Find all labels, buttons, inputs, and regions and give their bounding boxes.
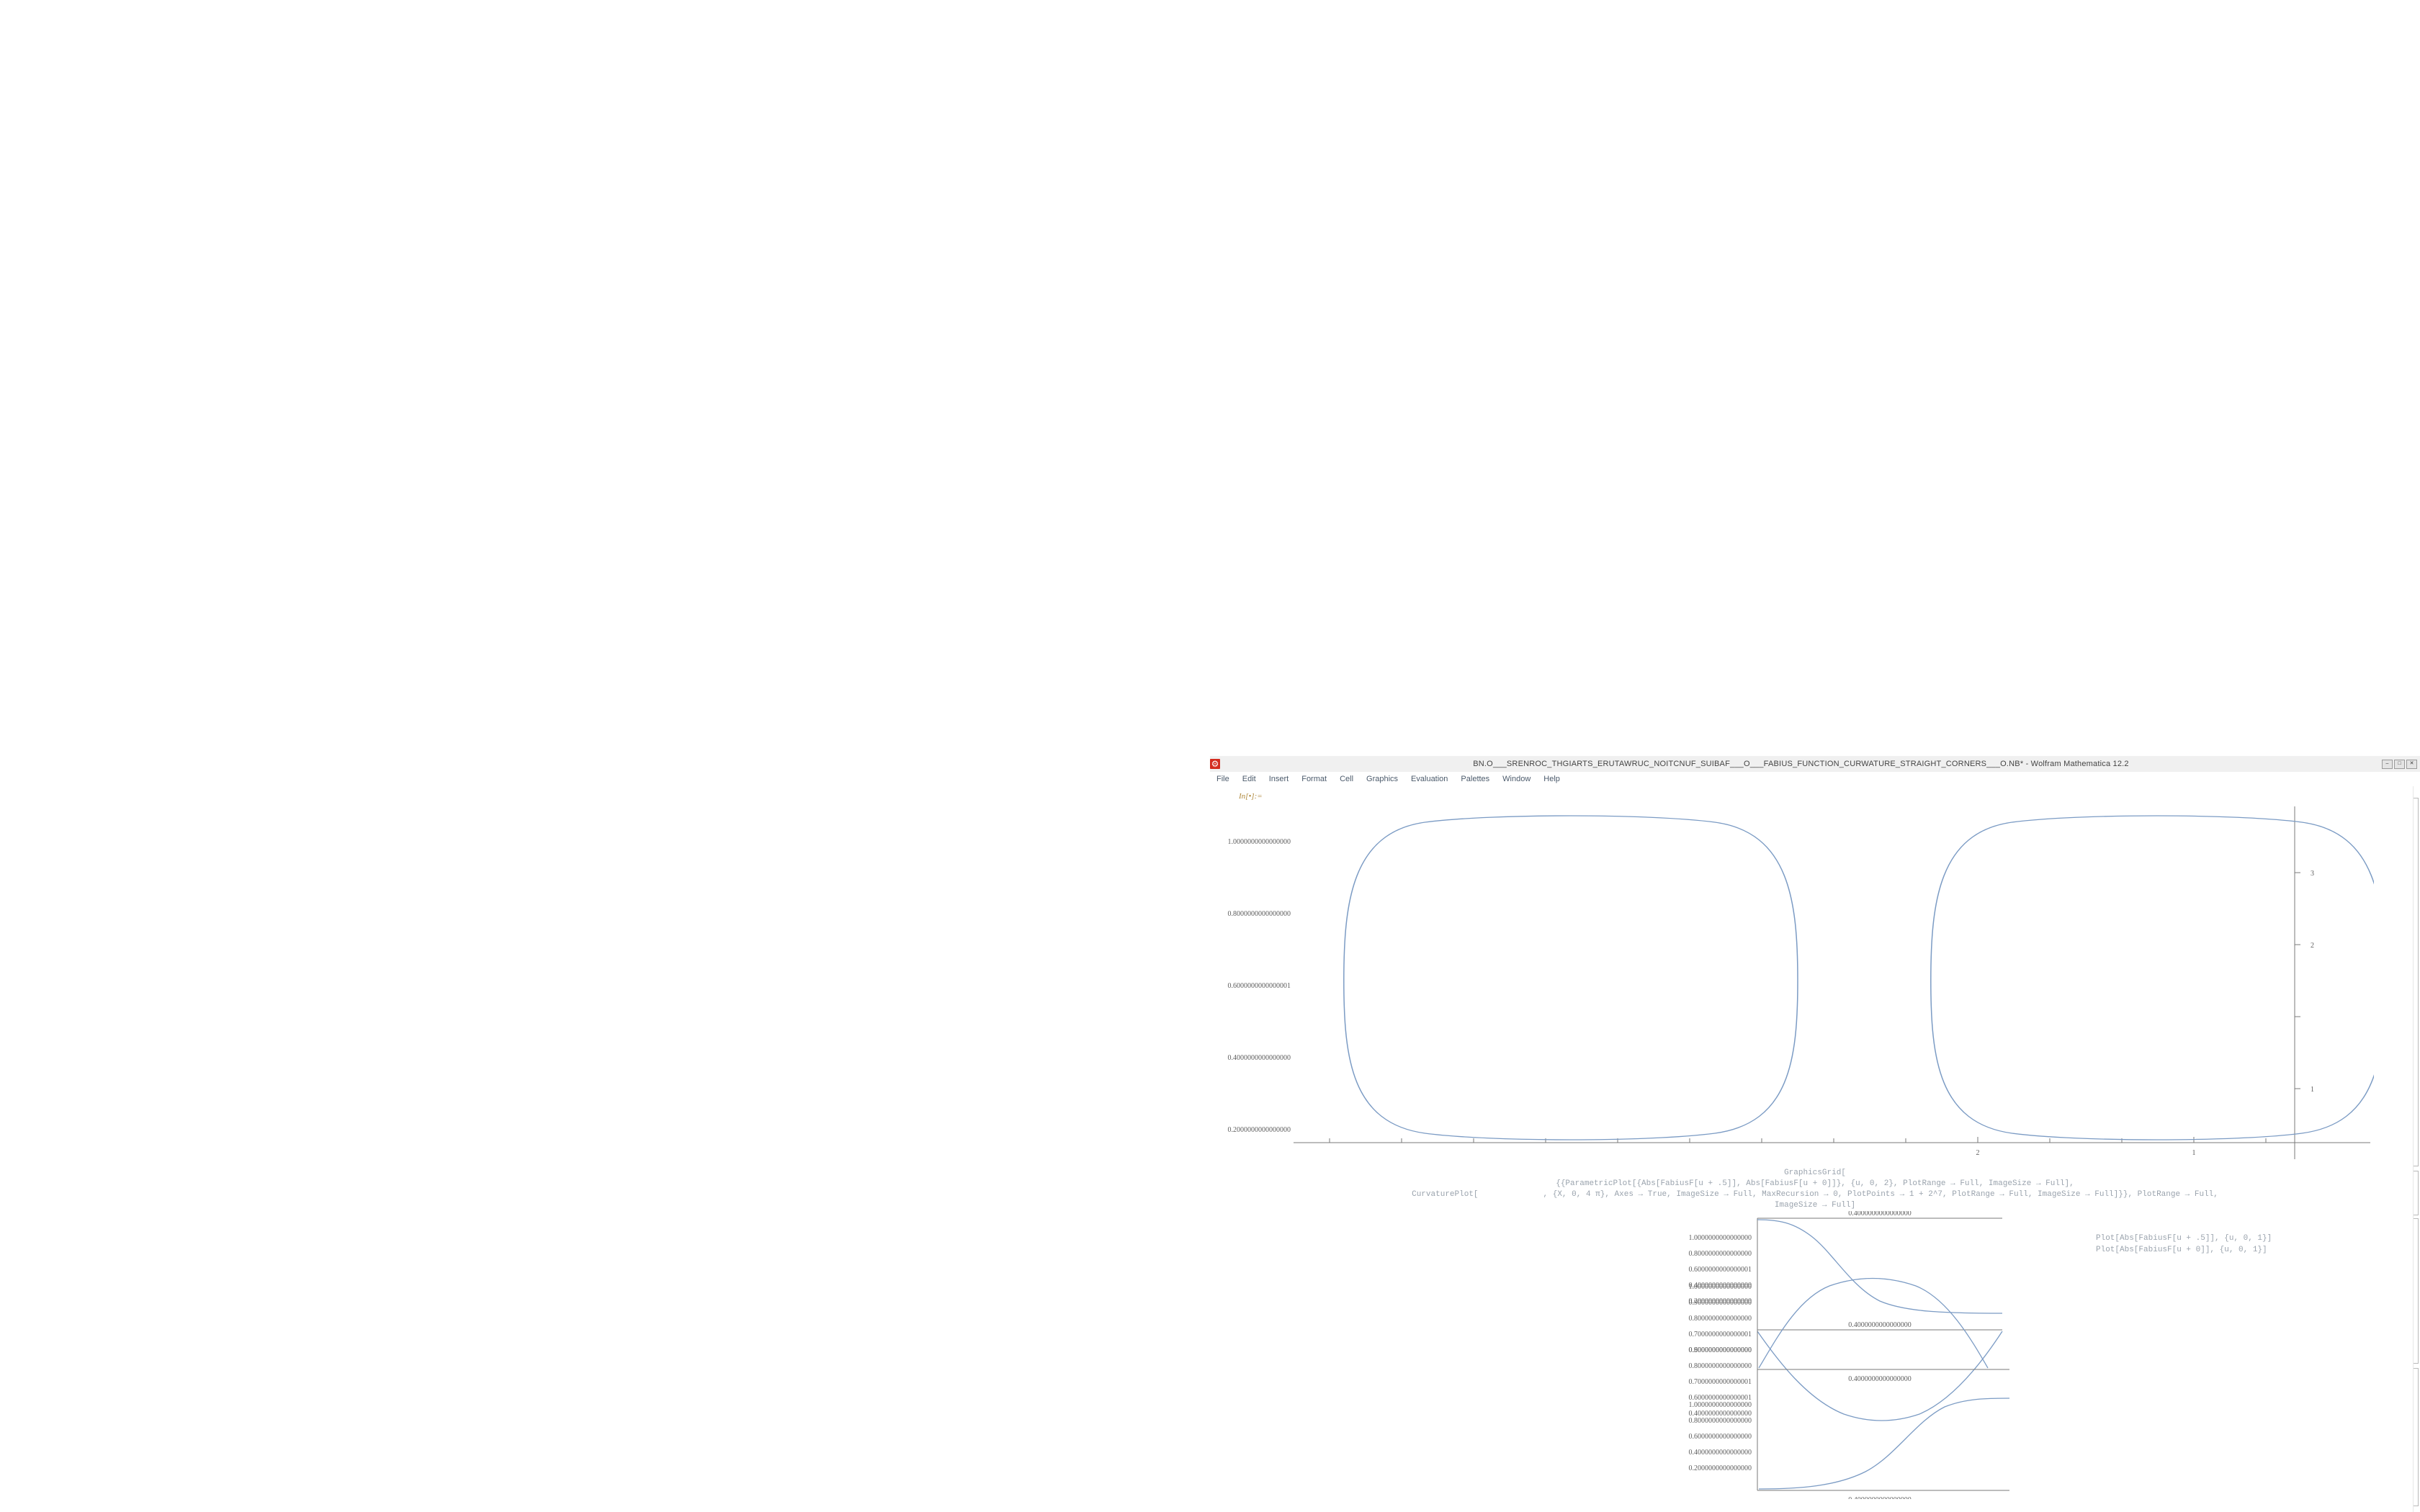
b1-ytick-3: 0.8000000000000000 — [1689, 1315, 1752, 1323]
a2-ytick-2: 0.8000000000000000 — [1689, 1362, 1752, 1370]
code-parametricplot: {{ParametricPlot[{Abs[FabiusF[u + .5]], … — [1556, 1179, 2074, 1188]
maximize-button[interactable]: □ — [2394, 759, 2405, 769]
a1-ytick-2: 0.8000000000000000 — [1689, 1250, 1752, 1258]
window-title: BN.O___SRENROC_THGIARTS_ERUTAWRUC_NOITCN… — [1473, 760, 2129, 768]
close-button[interactable]: ✕ — [2406, 759, 2417, 769]
left-label-3: 0.6000000000000001 — [1228, 982, 1291, 990]
parametric-plot-svg: 1 2 3 2 1 1.0000000000000000 0.800000000… — [1228, 806, 2385, 1159]
left-label-2: 0.8000000000000000 — [1228, 910, 1291, 918]
small-plot-group-b[interactable]: 1.0000000000000000 0.9000000000000000 0.… — [1541, 1261, 2089, 1504]
a2-ytick-4: 0.6000000000000001 — [1689, 1394, 1752, 1402]
b1-ytick-5: 0.6000000000000000 — [1689, 1346, 1752, 1354]
plot-fabius-increasing: 1.0000000000000000 0.8000000000000000 0.… — [1689, 1398, 2010, 1504]
cell-bracket-3[interactable] — [2414, 1218, 2419, 1364]
small-plots-a-svg: 1.0000000000000000 0.8000000000000000 0.… — [1689, 1210, 2003, 1421]
code-imagesize: ImageSize → Full] — [1774, 1201, 1856, 1210]
input-prompt-label: In[•]:= — [1239, 792, 1263, 801]
code-graphicsgrid: GraphicsGrid[ — [1784, 1169, 1846, 1177]
left-label-1: 1.0000000000000000 — [1228, 838, 1291, 846]
a1-xtick: 0.4000000000000000 — [1848, 1211, 1912, 1218]
fabius-loop-right — [1930, 815, 2385, 1140]
menu-palettes[interactable]: Palettes — [1461, 775, 1490, 783]
left-label-4: 0.4000000000000000 — [1228, 1054, 1291, 1062]
a1-ytick-3: 0.6000000000000001 — [1689, 1266, 1752, 1274]
menubar[interactable]: File Edit Insert Format Cell Graphics Ev… — [1210, 772, 2420, 787]
menu-insert[interactable]: Insert — [1268, 775, 1289, 783]
small-plot-group-a[interactable]: 1.0000000000000000 0.8000000000000000 0.… — [1541, 1210, 2089, 1427]
x-axis-ticks — [1329, 1137, 2267, 1143]
menu-window[interactable]: Window — [1502, 775, 1531, 783]
cell-bracket-1[interactable] — [2414, 798, 2419, 1166]
window-titlebar: BN.O___SRENROC_THGIARTS_ERUTAWRUC_NOITCN… — [1210, 756, 2420, 773]
b2-ytick-3: 0.6000000000000000 — [1689, 1433, 1752, 1441]
b2-ytick-5: 0.2000000000000000 — [1689, 1464, 1752, 1472]
parametric-plot-output[interactable]: 1 2 3 2 1 1.0000000000000000 0.800000000… — [1222, 801, 2385, 1161]
notebook-cell-rail[interactable] — [2413, 786, 2420, 1512]
menu-format[interactable]: Format — [1301, 775, 1327, 783]
code-curvatureplot-prefix: CurvaturePlot[ — [1412, 1190, 1479, 1199]
small-plot-code-a[interactable]: Plot[Abs[FabiusF[u + .5]], {u, 0, 1}] Pl… — [2096, 1233, 2272, 1256]
menu-cell[interactable]: Cell — [1340, 775, 1354, 783]
b2-ytick-2: 0.8000000000000000 — [1689, 1417, 1752, 1425]
b2-ytick-4: 0.4000000000000000 — [1689, 1449, 1752, 1457]
plot-fabius-decreasing: 1.0000000000000000 0.8000000000000000 0.… — [1689, 1210, 2003, 1314]
a1-ytick-1: 1.0000000000000000 — [1689, 1234, 1752, 1242]
y-tick-3: 3 — [2311, 870, 2314, 878]
menu-help[interactable]: Help — [1543, 775, 1560, 783]
fabius-loop-left — [1343, 815, 1798, 1140]
cell-bracket-4[interactable] — [2414, 1368, 2419, 1506]
plot-fabius-valley: 0.9000000000000000 0.8000000000000000 0.… — [1689, 1321, 2003, 1421]
graphicsgrid-code-block[interactable]: GraphicsGrid[ {{ParametricPlot[{Abs[Fabi… — [1210, 1168, 2420, 1211]
a2-ytick-1: 0.9000000000000000 — [1689, 1346, 1752, 1354]
a1-ytick-4: 0.4000000000000000 — [1689, 1282, 1752, 1290]
left-label-5: 0.2000000000000000 — [1228, 1126, 1291, 1134]
b2-ytick-1: 1.0000000000000000 — [1689, 1401, 1752, 1409]
a2-ytick-3: 0.7000000000000001 — [1689, 1378, 1752, 1386]
code-plot-a: Plot[Abs[FabiusF[u + .5]], {u, 0, 1}] — [2096, 1234, 2272, 1243]
x-tick-2: 2 — [1976, 1149, 1980, 1157]
quadrant-bottom-right: BN.O___SRENROC_THGIARTS_ERUTAWRUC_NOITCN… — [1210, 756, 2420, 1512]
plot-fabius-hump: 1.0000000000000000 0.9000000000000000 0.… — [1689, 1277, 2009, 1383]
menu-evaluation[interactable]: Evaluation — [1411, 775, 1448, 783]
small-plots-b-svg: 1.0000000000000000 0.9000000000000000 0.… — [1689, 1277, 2010, 1504]
menu-file[interactable]: File — [1216, 775, 1229, 783]
b2-xtick: 0.4000000000000000 — [1848, 1496, 1912, 1499]
menu-edit[interactable]: Edit — [1242, 775, 1256, 783]
a1-ytick-5: 0.2000000000000000 — [1689, 1297, 1752, 1305]
notebook-canvas[interactable]: In[•]:= — [1210, 786, 2420, 1512]
cell-bracket-2[interactable] — [2414, 1171, 2419, 1215]
minimize-button[interactable]: – — [2382, 759, 2393, 769]
menu-graphics[interactable]: Graphics — [1366, 775, 1399, 783]
code-plot-b: Plot[Abs[FabiusF[u + 0]], {u, 0, 1}] — [2096, 1246, 2267, 1254]
x-tick-1: 1 — [2192, 1149, 2196, 1157]
mathematica-icon — [1210, 759, 1220, 769]
window-controls[interactable]: – □ ✕ — [2382, 759, 2417, 769]
a2-xtick: 0.4000000000000000 — [1848, 1321, 1912, 1329]
y-axis-ticks — [2295, 872, 2300, 1089]
b1-ytick-4: 0.7000000000000001 — [1689, 1331, 1752, 1338]
b1-xtick: 0.4000000000000000 — [1848, 1375, 1912, 1383]
y-tick-2: 2 — [2311, 942, 2314, 950]
b1-ytick-1: 1.0000000000000000 — [1689, 1283, 1752, 1291]
a2-ytick-5: 0.4000000000000000 — [1689, 1410, 1752, 1418]
y-tick-1: 1 — [2311, 1086, 2314, 1094]
b1-ytick-2: 0.9000000000000000 — [1689, 1299, 1752, 1307]
code-curvatureplot-suffix: , {X, 0, 4 π}, Axes → True, ImageSize → … — [1543, 1190, 2218, 1199]
